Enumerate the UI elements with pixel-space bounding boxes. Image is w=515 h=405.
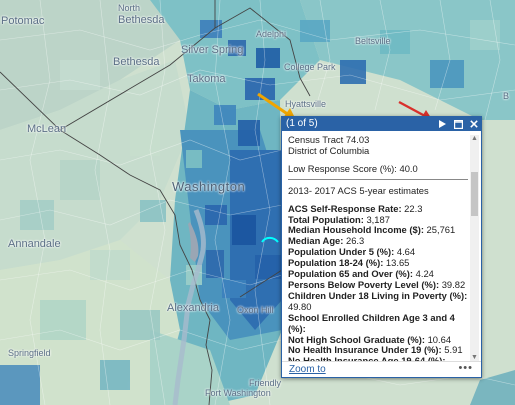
attribute-value: 4.24 (413, 268, 434, 280)
place-label: Adelphi (256, 29, 287, 39)
place-label: Washington (172, 179, 246, 194)
attribute-label: Median Household Income ($): (288, 224, 424, 236)
attribute-label: Not High School Graduate (%): (288, 333, 425, 345)
attribute-label: Median Age: (288, 235, 344, 247)
scroll-down-icon[interactable]: ▼ (471, 354, 478, 361)
attribute-row: Not High School Graduate (%): 10.64 (288, 333, 468, 346)
attribute-row: No Health Insurance Under 19 (%): 5.91 (288, 344, 468, 356)
place-label: Oxon Hill (237, 305, 274, 315)
popup-footer: Zoom to ••• (282, 361, 481, 377)
place-label: Silver Spring (181, 44, 244, 56)
attribute-value: 13.65 (383, 257, 410, 269)
attribute-list: ACS Self-Response Rate: 22.3 Total Popula… (288, 202, 468, 362)
feature-count: (1 of 5) (286, 118, 318, 129)
attribute-label: Population 18-24 (%): (288, 257, 384, 269)
tract-title: Census Tract 74.03 (288, 135, 370, 145)
zoom-to-link[interactable]: Zoom to (289, 364, 326, 375)
attribute-value: 49.80 (288, 300, 312, 312)
divider (288, 178, 468, 180)
attribute-value: 4.64 (394, 246, 416, 258)
attribute-value: 10.64 (424, 333, 452, 345)
attribute-label: Total Population: (288, 213, 364, 225)
attribute-row: Population 18-24 (%): 13.65 (288, 257, 468, 269)
attribute-label: Children Under 18 Living in Poverty (%): (288, 289, 468, 301)
low-response-score: Low Response Score (%): 40.0 (288, 162, 418, 174)
next-feature-button[interactable] (436, 117, 449, 131)
close-button[interactable] (467, 117, 480, 131)
attribute-row: ACS Self-Response Rate: 22.3 (288, 202, 468, 215)
attribute-row: Total Population: 3,187 (288, 213, 468, 226)
attribute-label: Persons Below Poverty Level (%): (288, 278, 440, 290)
attribute-value: 26.3 (343, 235, 365, 247)
place-label: B (503, 91, 510, 101)
feature-popup[interactable]: (1 of 5) Census Tract 74.03 District of … (281, 116, 482, 378)
attribute-row: Population 65 and Over (%): 4.24 (288, 268, 468, 280)
attribute-row: Children Under 18 Living in Poverty (%):… (288, 289, 468, 313)
popup-header: (1 of 5) (282, 117, 481, 131)
popup-content[interactable]: Census Tract 74.03 District of Columbia … (288, 135, 468, 362)
place-label: North (118, 3, 141, 13)
place-label: McLean (27, 123, 67, 135)
maximize-icon (454, 119, 463, 129)
play-icon (439, 120, 446, 128)
scrollbar-thumb[interactable] (471, 172, 478, 216)
attribute-row: No Health Insurance Age 19-64 (%): 19.62 (288, 355, 468, 362)
place-label: Potomac (1, 15, 45, 27)
maximize-button[interactable] (452, 117, 465, 131)
more-options-icon[interactable]: ••• (458, 362, 473, 374)
attribute-row: School Enrolled Children Age 3 and 4 (%)… (288, 311, 468, 335)
place-label: Takoma (187, 73, 226, 85)
attribute-value: 3,187 (363, 213, 390, 225)
attribute-value: 22.3 (401, 202, 423, 214)
place-label: Bethesda (118, 14, 165, 26)
place-label: Friendly (249, 378, 282, 388)
attribute-row: Persons Below Poverty Level (%): 39.82 (288, 278, 468, 291)
place-label: Fort Washington (205, 388, 271, 398)
place-label: Annandale (8, 238, 61, 250)
place-label: Beltsville (355, 36, 391, 46)
attribute-label: Population 65 and Over (%): (288, 268, 414, 280)
place-label: Bethesda (113, 56, 160, 68)
attribute-value: 39.82 (439, 278, 466, 290)
attribute-label: School Enrolled Children Age 3 and 4 (%)… (288, 311, 455, 334)
attribute-value: 25,761 (423, 224, 456, 236)
popup-scrollbar[interactable]: ▲ ▼ (470, 135, 479, 362)
scroll-up-icon[interactable]: ▲ (471, 135, 478, 142)
attribute-row: Median Household Income ($): 25,761 (288, 224, 468, 236)
tract-subtitle: District of Columbia (288, 144, 370, 156)
section-heading: 2013- 2017 ACS 5-year estimates (288, 184, 429, 196)
attribute-value: 5.91 (441, 344, 463, 356)
attribute-row: Median Age: 26.3 (288, 235, 468, 247)
place-label: Springfield (8, 348, 51, 358)
attribute-label: ACS Self-Response Rate: (288, 202, 402, 214)
place-label: Hyattsville (285, 99, 327, 109)
attribute-label: Population Under 5 (%): (288, 246, 395, 258)
attribute-row: Population Under 5 (%): 4.64 (288, 246, 468, 258)
attribute-label: No Health Insurance Under 19 (%): (288, 344, 442, 356)
attribute-label: No Health Insurance Age 19-64 (%): (288, 355, 446, 362)
close-icon (469, 120, 478, 128)
place-label: Alexandria (167, 302, 219, 314)
place-label: College Park (284, 62, 336, 72)
